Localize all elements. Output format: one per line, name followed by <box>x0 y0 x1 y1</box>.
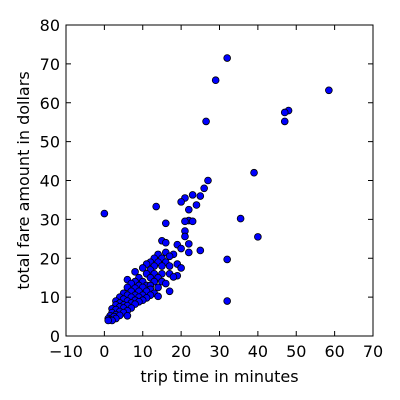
scatter-point <box>185 248 193 257</box>
scatter-point <box>280 117 289 126</box>
x-tick-label: 20 <box>171 342 191 361</box>
scatter-point <box>196 192 205 200</box>
scatter-point <box>177 198 185 206</box>
scatter-point <box>223 255 231 264</box>
scatter-point <box>177 264 185 272</box>
y-tick-label: 60 <box>40 94 60 113</box>
scatter-points <box>100 54 333 325</box>
scatter-point <box>154 292 162 301</box>
scatter-point <box>104 316 113 325</box>
y-tick-label: 70 <box>40 55 60 74</box>
scatter-point <box>236 214 245 223</box>
tick-marks <box>65 24 374 337</box>
scatter-point <box>161 279 170 288</box>
scatter-point <box>169 273 178 281</box>
y-tick-label: 30 <box>40 210 60 229</box>
scatter-point <box>177 244 185 253</box>
scatter-point <box>165 287 174 296</box>
y-tick-label: 0 <box>50 327 60 346</box>
scatter-point <box>181 232 189 241</box>
scatter-point <box>152 202 160 211</box>
scatter-point <box>188 191 197 199</box>
scatter-point <box>325 86 333 95</box>
scatter-point <box>250 168 258 177</box>
x-tick-label: 50 <box>286 342 306 361</box>
scatter-point <box>200 184 208 193</box>
scatter-point <box>196 246 205 255</box>
plot-frame <box>65 24 374 337</box>
scatter-point <box>165 252 174 261</box>
scatter-point <box>280 108 289 117</box>
y-axis-label: total fare amount in dollars <box>14 71 33 289</box>
y-tick-label: 10 <box>40 288 60 307</box>
scatter-point <box>223 54 231 62</box>
x-tick-label: 60 <box>324 342 344 361</box>
x-tick-label: 70 <box>363 342 383 361</box>
scatter-point <box>192 201 201 209</box>
y-tick-label: 50 <box>40 133 60 152</box>
x-axis-label: trip time in minutes <box>140 367 298 386</box>
scatter-point <box>185 240 193 248</box>
scatter-point <box>165 262 174 270</box>
y-tick-label: 20 <box>40 249 60 268</box>
scatter-point <box>254 233 262 241</box>
scatter-point <box>161 238 170 247</box>
scatter-point <box>158 262 166 270</box>
x-tick-label: 40 <box>248 342 268 361</box>
x-tick-label: 0 <box>99 342 109 361</box>
scatter-point <box>181 217 189 226</box>
x-tick-label: −10 <box>49 342 83 361</box>
x-tick-label: 10 <box>133 342 153 361</box>
scatter-point <box>211 76 220 85</box>
scatter-point <box>188 217 197 226</box>
x-tick-label: 30 <box>209 342 229 361</box>
scatter-point <box>100 209 109 218</box>
scatter-point <box>123 311 132 320</box>
scatter-point <box>223 297 231 305</box>
y-tick-label: 80 <box>40 16 60 35</box>
scatter-point <box>185 205 193 214</box>
scatter-point <box>131 268 139 276</box>
scatter-point <box>204 176 212 185</box>
scatter-point <box>202 117 210 126</box>
scatter-point <box>154 283 162 292</box>
scatter-point <box>161 219 170 228</box>
y-tick-label: 40 <box>40 172 60 191</box>
scatter-point <box>138 264 147 272</box>
